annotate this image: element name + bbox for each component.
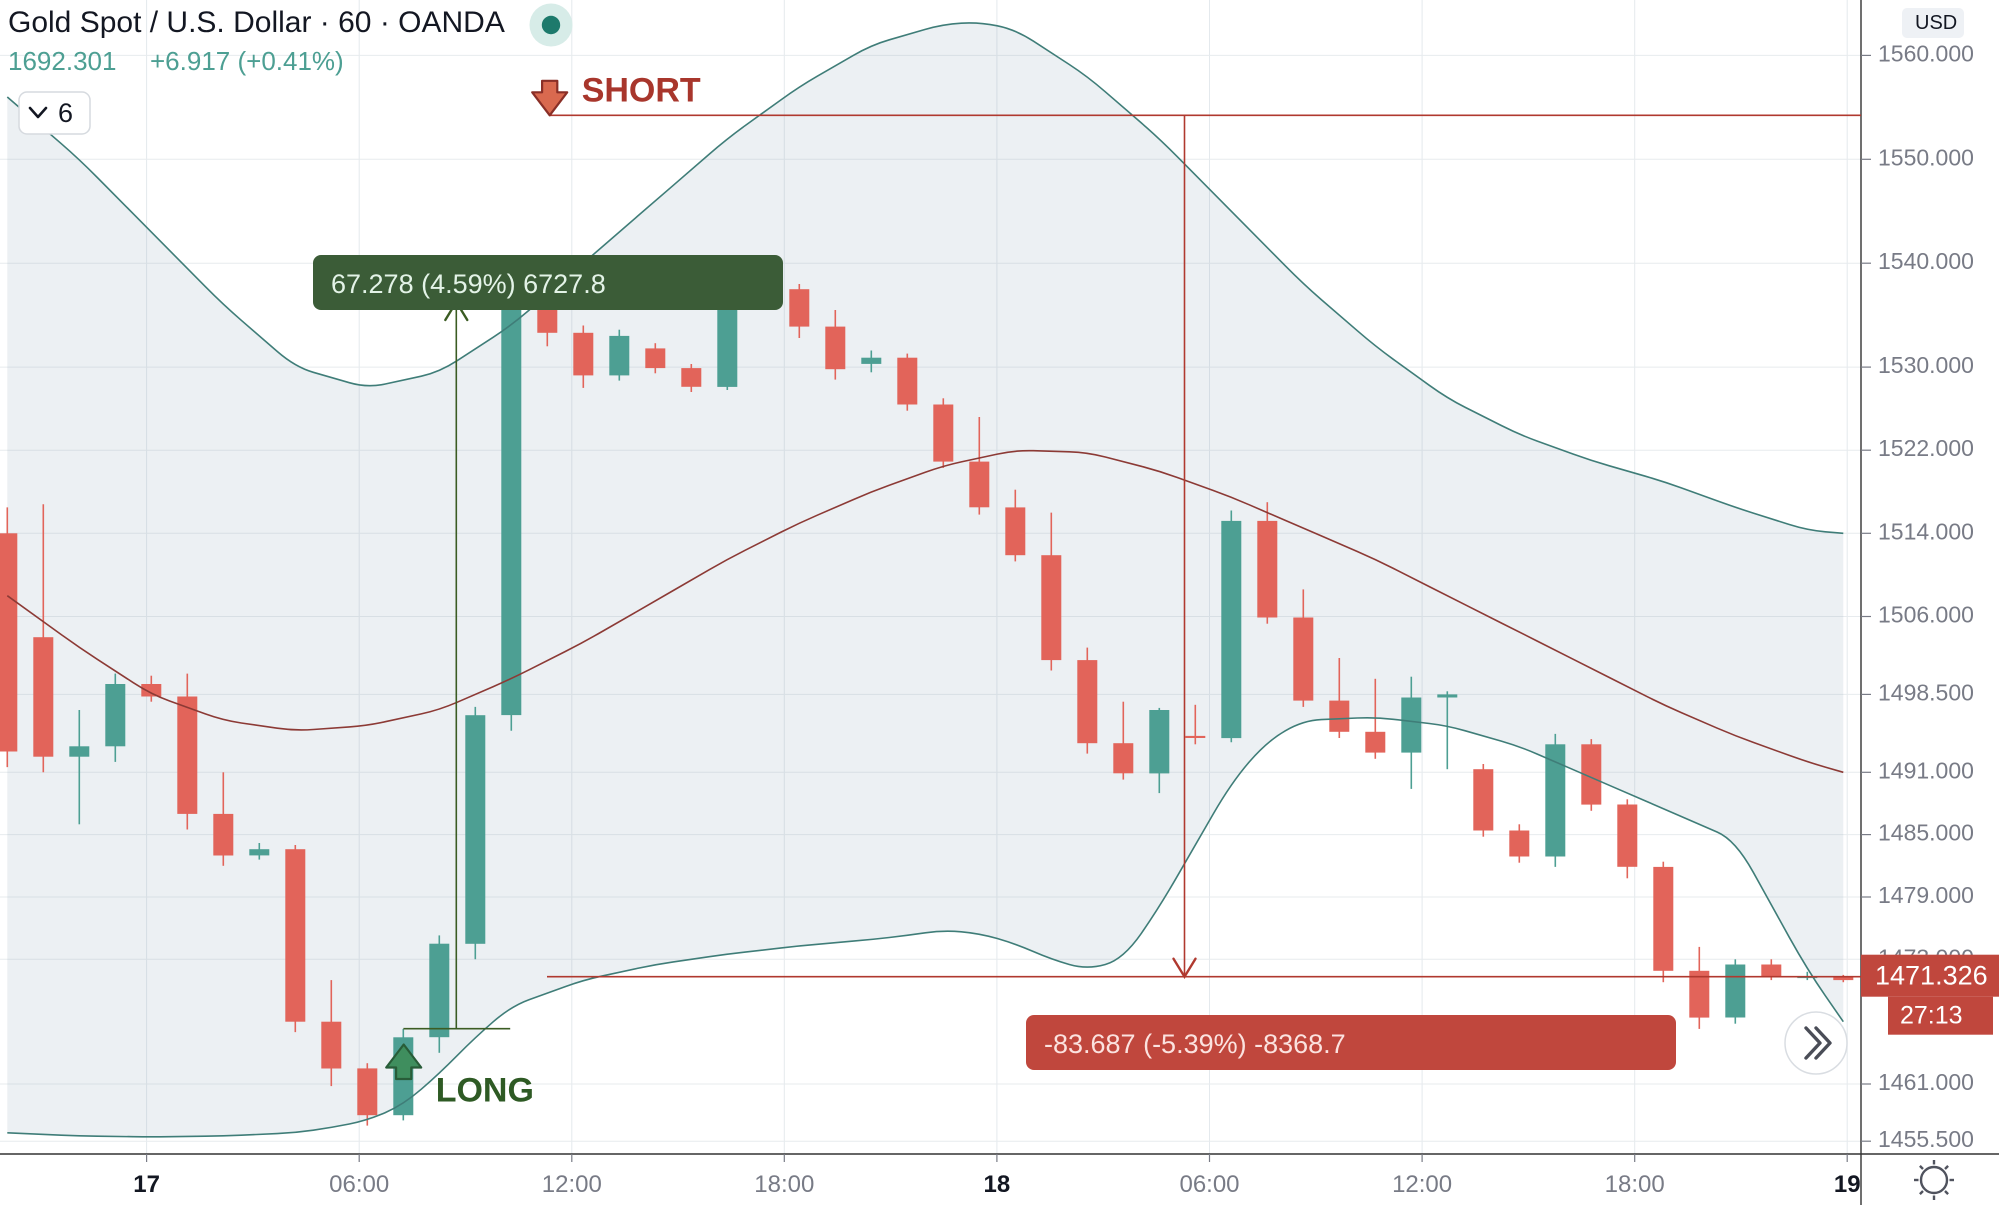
svg-text:1506.000: 1506.000 xyxy=(1878,602,1974,628)
svg-text:1455.500: 1455.500 xyxy=(1878,1126,1974,1152)
svg-text:1485.000: 1485.000 xyxy=(1878,820,1974,846)
svg-text:17: 17 xyxy=(133,1171,160,1198)
svg-text:12:00: 12:00 xyxy=(1392,1171,1452,1198)
svg-text:1461.000: 1461.000 xyxy=(1878,1069,1974,1095)
svg-text:06:00: 06:00 xyxy=(329,1171,389,1198)
svg-text:1540.000: 1540.000 xyxy=(1878,248,1974,274)
svg-text:19: 19 xyxy=(1834,1171,1861,1198)
svg-text:06:00: 06:00 xyxy=(1179,1171,1239,1198)
svg-text:18:00: 18:00 xyxy=(754,1171,814,1198)
svg-text:18:00: 18:00 xyxy=(1605,1171,1665,1198)
svg-text:1530.000: 1530.000 xyxy=(1878,352,1974,378)
svg-text:67.278 (4.59%) 6727.8: 67.278 (4.59%) 6727.8 xyxy=(331,269,606,299)
svg-text:1522.000: 1522.000 xyxy=(1878,435,1974,461)
svg-text:1514.000: 1514.000 xyxy=(1878,518,1974,544)
svg-text:1498.500: 1498.500 xyxy=(1878,679,1974,705)
svg-text:USD: USD xyxy=(1915,12,1957,34)
svg-text:+6.917 (+0.41%): +6.917 (+0.41%) xyxy=(150,46,344,76)
svg-text:27:13: 27:13 xyxy=(1900,1002,1963,1030)
svg-text:-83.687 (-5.39%) -8368.7: -83.687 (-5.39%) -8368.7 xyxy=(1044,1029,1346,1059)
svg-text:6: 6 xyxy=(58,98,73,128)
svg-text:1560.000: 1560.000 xyxy=(1878,40,1974,66)
svg-text:LONG: LONG xyxy=(436,1072,534,1110)
svg-text:1550.000: 1550.000 xyxy=(1878,144,1974,170)
svg-text:1471.326: 1471.326 xyxy=(1875,961,1988,991)
svg-text:1692.301: 1692.301 xyxy=(8,46,116,76)
svg-text:Gold Spot / U.S. Dollar · 60 ·: Gold Spot / U.S. Dollar · 60 · OANDA xyxy=(8,6,505,39)
svg-text:18: 18 xyxy=(984,1171,1011,1198)
svg-text:1479.000: 1479.000 xyxy=(1878,882,1974,908)
svg-text:12:00: 12:00 xyxy=(542,1171,602,1198)
svg-text:1491.000: 1491.000 xyxy=(1878,757,1974,783)
svg-text:SHORT: SHORT xyxy=(582,71,701,109)
